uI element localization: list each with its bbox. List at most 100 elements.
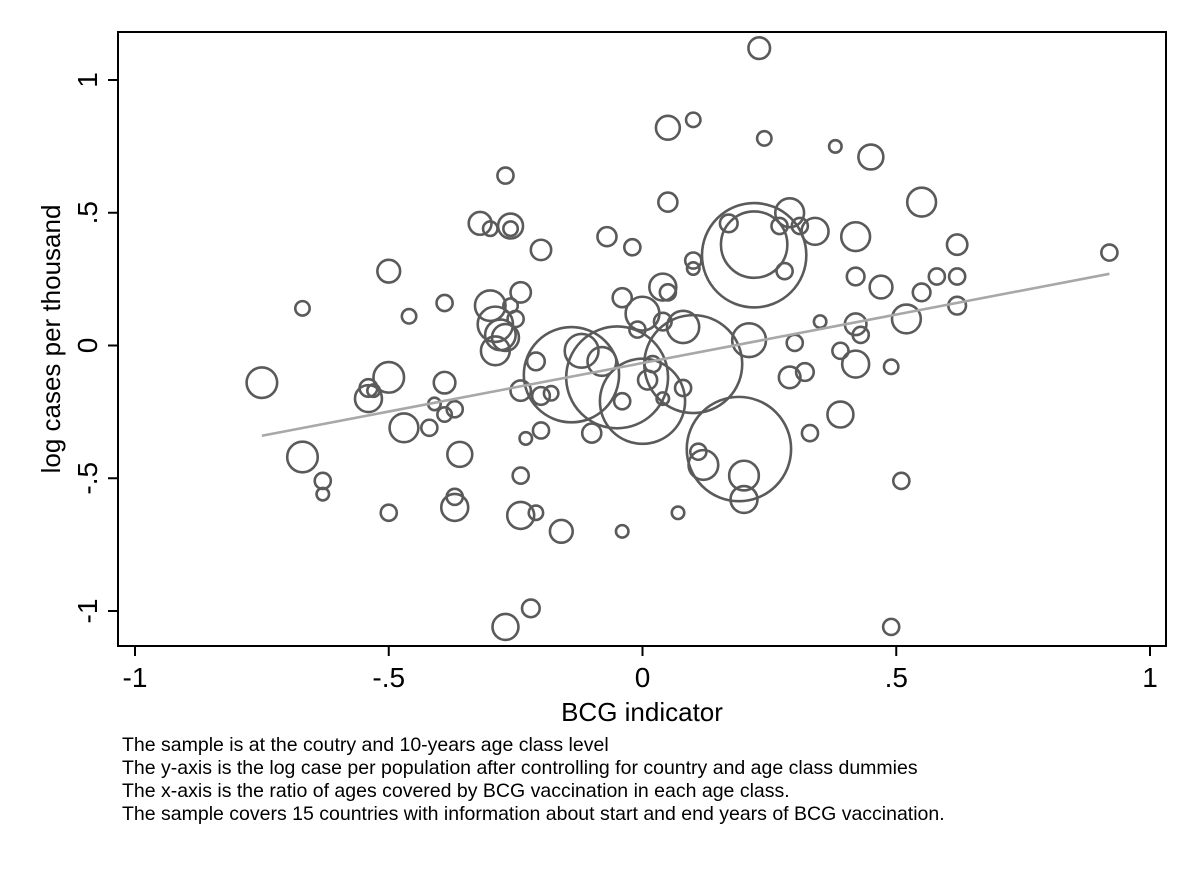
data-point [496, 166, 515, 185]
data-point [491, 612, 520, 642]
data-point [670, 505, 686, 521]
data-point [857, 143, 885, 171]
data-point [911, 282, 932, 303]
data-point [509, 280, 533, 304]
data-point [490, 322, 521, 353]
data-point [826, 400, 855, 429]
data-point [658, 283, 678, 302]
y-tick-label: 1 [72, 72, 103, 88]
data-point [636, 369, 659, 391]
data-point [665, 309, 701, 345]
data-point [652, 311, 673, 332]
data-point [685, 395, 793, 503]
y-tick-label: 0 [72, 338, 103, 354]
data-point [586, 345, 618, 378]
data-point [800, 216, 830, 247]
data-point [400, 307, 418, 325]
data-point [445, 399, 465, 419]
data-point [530, 385, 552, 407]
data-point [542, 384, 560, 402]
y-tick-label: -.5 [72, 462, 103, 495]
data-point [522, 325, 621, 424]
data-point [687, 448, 720, 482]
data-point [420, 418, 439, 438]
x-tick-label: -.5 [372, 662, 405, 693]
data-point [520, 598, 541, 619]
data-point [623, 237, 642, 257]
y-axis: -1 -.5 0 .5 1 [72, 72, 118, 623]
note-line: The x-axis is the ratio of ages covered … [122, 780, 790, 802]
data-point [372, 360, 406, 394]
data-point [839, 220, 872, 253]
data-point [245, 366, 279, 400]
data-point [502, 220, 520, 238]
data-point [548, 518, 574, 545]
data-point [845, 266, 866, 287]
data-point [580, 422, 603, 444]
data-point [685, 260, 701, 277]
data-point [812, 314, 828, 330]
data-point [673, 378, 693, 398]
data-point [655, 391, 671, 407]
data-point [563, 332, 600, 369]
x-tick-label: 0 [635, 662, 651, 693]
data-point [840, 349, 871, 379]
data-point [628, 320, 647, 339]
data-point [683, 251, 703, 270]
data-point [868, 274, 894, 300]
data-point [435, 293, 454, 313]
data-point [851, 325, 871, 345]
data-point [527, 504, 545, 522]
data-point [436, 406, 454, 424]
data-point [770, 216, 789, 236]
x-tick-label: -1 [123, 662, 148, 693]
data-point [531, 421, 551, 440]
y-axis-title: log cases per thousand [36, 205, 66, 474]
data-point [785, 333, 805, 353]
data-point [511, 466, 531, 485]
note-line: The y-axis is the log case per populatio… [122, 757, 918, 779]
data-point [719, 210, 789, 280]
data-point [729, 484, 759, 515]
data-point [890, 303, 923, 335]
x-axis-title: BCG indicator [561, 697, 723, 727]
data-point [773, 197, 806, 229]
data-point [439, 492, 470, 523]
data-point [293, 299, 311, 317]
data-point [598, 357, 687, 446]
data-point [775, 261, 794, 281]
chart-notes: The sample is at the coutry and 10-years… [122, 734, 1182, 826]
data-point [882, 358, 900, 376]
note-line: The sample is at the coutry and 10-years… [122, 734, 609, 756]
data-point [747, 36, 772, 61]
data-point [684, 111, 702, 129]
bcg-scatter-chart: -1 -.5 0 .5 1 -1 -.5 0 .5 1 BCG indicator log ca… [36, 31, 1167, 727]
data-point [313, 471, 333, 491]
data-point [777, 365, 802, 390]
fitted-line [261, 272, 1110, 438]
data-point [525, 351, 547, 372]
data-point [446, 440, 474, 469]
data-point [905, 186, 938, 218]
data-point [612, 391, 632, 411]
data-point [790, 216, 810, 236]
data-point [654, 114, 682, 142]
data-point [502, 297, 520, 315]
data-point [945, 233, 969, 257]
data-point [614, 523, 630, 539]
data-point [285, 440, 320, 474]
y-tick-label: -1 [72, 599, 103, 624]
data-point [379, 503, 399, 523]
data-point [794, 361, 816, 383]
data-point [509, 379, 533, 403]
data-point [376, 258, 402, 284]
data-point [827, 138, 843, 154]
data-point [518, 430, 534, 446]
data-point [365, 383, 382, 399]
x-tick-label: .5 [885, 662, 908, 693]
data-point [432, 370, 457, 395]
data-point [445, 487, 465, 507]
note-line: The sample covers 15 countries with info… [122, 803, 945, 825]
data-point [473, 289, 507, 323]
data-point [388, 412, 420, 444]
